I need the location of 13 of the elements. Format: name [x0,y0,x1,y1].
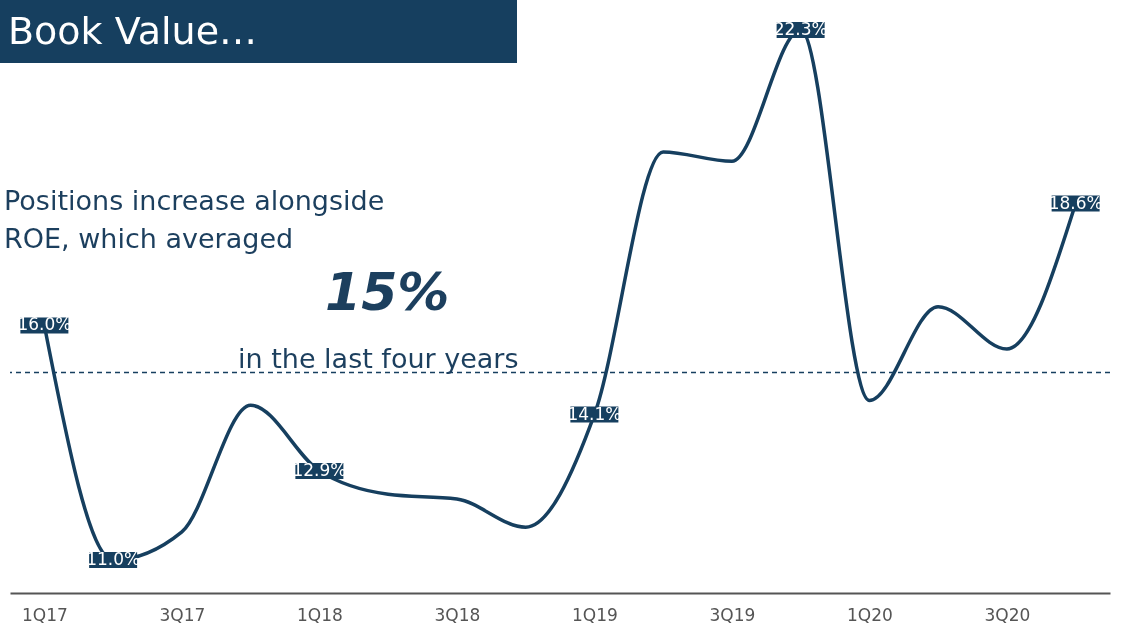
annotation: in the last four years [238,343,519,374]
x-tick-label: 3Q19 [709,604,756,625]
annotation: Positions increase alongside ROE, which averaged [4,184,386,256]
x-tick-label: 1Q17 [21,604,68,625]
x-tick-label: 3Q17 [159,604,206,625]
annotation: 15% [325,262,450,322]
x-tick-label: 1Q20 [846,604,893,625]
x-tick-label: 3Q20 [984,604,1031,625]
data-label: 11.0% [86,549,141,569]
title-banner: Book Value… [0,0,517,63]
x-tick-label: 1Q19 [571,604,618,625]
x-tick-label: 3Q18 [434,604,481,625]
x-tick-label: 1Q18 [296,604,343,625]
